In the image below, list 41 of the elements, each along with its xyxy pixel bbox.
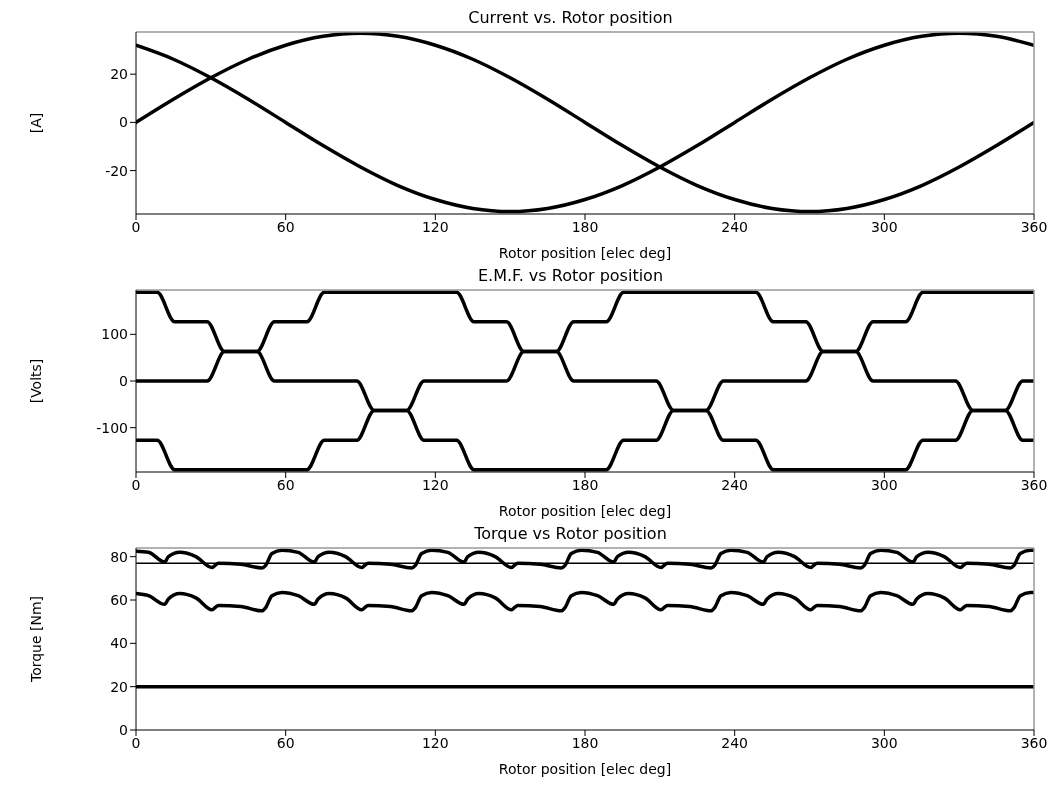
x-tick-label: 120	[421, 476, 449, 493]
x-tick-label: 0	[131, 476, 141, 493]
x-axis-title: Rotor position [elec deg]	[498, 245, 672, 261]
x-tick-label: 360	[1020, 476, 1048, 493]
y-tick-label: 100	[101, 326, 128, 343]
x-tick-label: 120	[421, 218, 449, 235]
y-tick-label: 0	[119, 114, 128, 131]
x-tick-label: 300	[870, 734, 898, 751]
y-tick-label: 40	[110, 635, 128, 652]
x-tick-label: 180	[571, 734, 599, 751]
y-tick-label: 60	[110, 591, 128, 608]
x-tick-label: 300	[870, 218, 898, 235]
chart-title: E.M.F. vs Rotor position	[476, 266, 665, 286]
x-tick-label: 60	[276, 476, 295, 493]
y-tick-label: 80	[110, 548, 128, 565]
x-tick-label: 120	[421, 734, 449, 751]
x-tick-label: 0	[131, 218, 141, 235]
y-axis-title: Torque [Nm]	[27, 595, 44, 684]
y-tick-label: -100	[96, 419, 128, 436]
y-tick-label: 0	[119, 721, 128, 738]
x-tick-label: 60	[276, 734, 295, 751]
x-axis-title: Rotor position [elec deg]	[498, 761, 672, 777]
chart-title: Torque vs Rotor position	[473, 524, 668, 544]
y-tick-label: -20	[105, 162, 128, 179]
y-tick-label: 0	[119, 372, 128, 389]
x-tick-label: 60	[276, 218, 295, 235]
x-tick-label: 240	[721, 734, 749, 751]
x-tick-label: 0	[131, 734, 141, 751]
x-tick-label: 180	[571, 218, 599, 235]
chart-title: Current vs. Rotor position	[467, 8, 674, 28]
x-tick-label: 360	[1020, 734, 1048, 751]
x-tick-label: 240	[721, 218, 749, 235]
y-tick-label: 20	[110, 66, 128, 83]
x-axis-title: Rotor position [elec deg]	[498, 503, 672, 519]
x-tick-label: 300	[870, 476, 898, 493]
y-tick-label: 20	[110, 678, 128, 695]
x-tick-label: 180	[571, 476, 599, 493]
x-tick-label: 240	[721, 476, 749, 493]
x-tick-label: 360	[1020, 218, 1048, 235]
y-axis-title: [Volts]	[27, 358, 44, 404]
y-axis-title: [A]	[27, 112, 44, 134]
